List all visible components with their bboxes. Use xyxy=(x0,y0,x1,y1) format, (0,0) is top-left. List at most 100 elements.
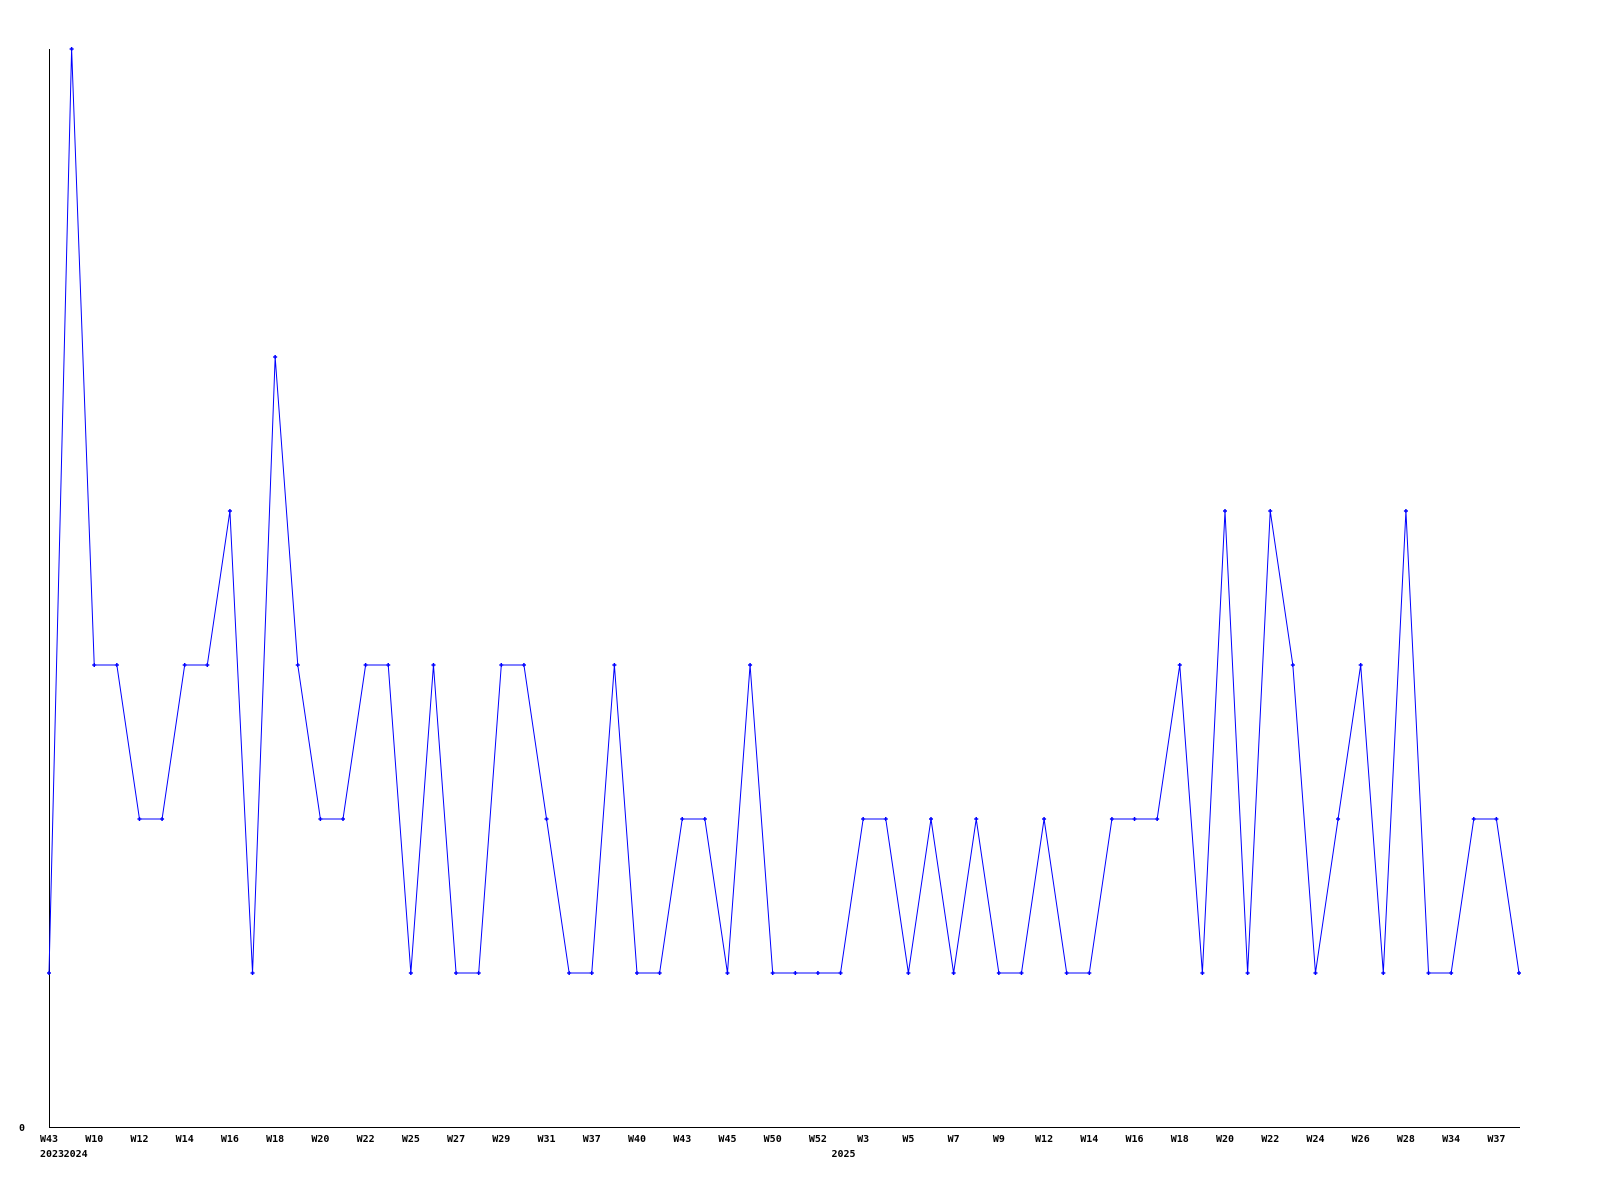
year-label: 2023 xyxy=(40,1149,64,1160)
data-point xyxy=(363,663,368,667)
data-point xyxy=(318,817,323,821)
data-point xyxy=(748,663,753,667)
data-point xyxy=(408,971,413,975)
x-tick-label: W18 xyxy=(1171,1134,1189,1145)
data-point xyxy=(1403,509,1408,513)
data-point xyxy=(1019,971,1024,975)
x-tick-label: W43 xyxy=(40,1134,58,1145)
x-tick-label: W43 xyxy=(673,1134,691,1145)
data-point xyxy=(386,663,391,667)
data-point xyxy=(521,663,526,667)
data-point xyxy=(476,971,481,975)
data-point xyxy=(1517,971,1521,975)
x-tick-label: W20 xyxy=(1216,1134,1234,1145)
x-tick-label: W28 xyxy=(1397,1134,1415,1145)
data-point xyxy=(227,509,232,513)
x-tick-label: W7 xyxy=(948,1134,960,1145)
data-point xyxy=(250,971,255,975)
data-point xyxy=(1449,971,1454,975)
year-label: 2024 xyxy=(64,1149,88,1160)
data-point xyxy=(295,663,300,667)
series xyxy=(47,47,1521,975)
data-point xyxy=(1336,817,1341,821)
data-point xyxy=(974,817,979,821)
x-tick-label: W27 xyxy=(447,1134,465,1145)
data-point xyxy=(1132,817,1137,821)
data-point xyxy=(182,663,187,667)
x-tick-label: W12 xyxy=(130,1134,148,1145)
x-tick-label: W24 xyxy=(1306,1134,1324,1145)
data-point xyxy=(1268,509,1273,513)
data-point xyxy=(431,663,436,667)
x-tick-label: W12 xyxy=(1035,1134,1053,1145)
data-point xyxy=(160,817,165,821)
data-point xyxy=(1042,817,1047,821)
data-point xyxy=(996,971,1001,975)
data-point xyxy=(567,971,572,975)
data-point xyxy=(1064,971,1069,975)
x-tick-label: W52 xyxy=(809,1134,827,1145)
data-point xyxy=(544,817,549,821)
x-tick-label: W10 xyxy=(85,1134,103,1145)
data-point xyxy=(1109,817,1114,821)
data-point xyxy=(69,47,74,51)
data-point xyxy=(1313,971,1318,975)
data-point xyxy=(1245,971,1250,975)
x-tick-label: W31 xyxy=(538,1134,556,1145)
x-tick-label: W16 xyxy=(1126,1134,1144,1145)
x-tick-label: W34 xyxy=(1442,1134,1460,1145)
x-tick-label: W16 xyxy=(221,1134,239,1145)
data-point xyxy=(883,817,888,821)
data-point xyxy=(951,971,956,975)
data-point xyxy=(906,971,911,975)
data-point xyxy=(589,971,594,975)
x-tick-label: W22 xyxy=(357,1134,375,1145)
data-point xyxy=(702,817,707,821)
data-point xyxy=(793,971,798,975)
data-point xyxy=(1381,971,1386,975)
data-point xyxy=(1290,663,1295,667)
data-point xyxy=(657,971,662,975)
data-point xyxy=(635,971,639,975)
data-point xyxy=(725,971,730,975)
year-labels: 2023 2024 2025 xyxy=(40,1149,856,1160)
data-point xyxy=(499,663,504,667)
data-point xyxy=(1494,817,1499,821)
x-tick-label: W40 xyxy=(628,1134,646,1145)
data-point xyxy=(92,663,97,667)
data-point xyxy=(47,971,51,975)
data-point xyxy=(838,971,843,975)
data-point xyxy=(861,817,866,821)
x-tick-label: W26 xyxy=(1352,1134,1370,1145)
data-point xyxy=(454,971,459,975)
data-point xyxy=(1426,971,1431,975)
data-point xyxy=(929,817,933,821)
data-point xyxy=(137,817,142,821)
x-tick-label: W9 xyxy=(993,1134,1005,1145)
x-tick-label: W29 xyxy=(492,1134,510,1145)
data-point xyxy=(1358,663,1363,667)
data-point xyxy=(273,355,278,359)
x-tick-label: W37 xyxy=(583,1134,601,1145)
data-point xyxy=(770,971,775,975)
axes: 0 xyxy=(19,49,1520,1134)
data-point xyxy=(1177,663,1182,667)
data-point xyxy=(1087,971,1092,975)
x-tick-label: W5 xyxy=(902,1134,914,1145)
data-point xyxy=(1200,971,1205,975)
x-tick-label: W37 xyxy=(1487,1134,1505,1145)
series-line xyxy=(48,48,1520,974)
data-point xyxy=(341,817,345,821)
y-tick-label-0: 0 xyxy=(19,1123,25,1134)
x-tick-label: W14 xyxy=(176,1134,194,1145)
data-point xyxy=(815,971,820,975)
data-point xyxy=(205,663,210,667)
x-tick-labels: W43 W10 W12 W14 W16 W18 W20 W22 W25 W27 W29 W31 W37 W… xyxy=(40,1134,1505,1145)
data-point xyxy=(1223,509,1227,513)
x-tick-label: W45 xyxy=(718,1134,736,1145)
x-tick-label: W50 xyxy=(764,1134,782,1145)
data-point xyxy=(1471,817,1476,821)
x-tick-label: W20 xyxy=(311,1134,329,1145)
x-tick-label: W25 xyxy=(402,1134,420,1145)
